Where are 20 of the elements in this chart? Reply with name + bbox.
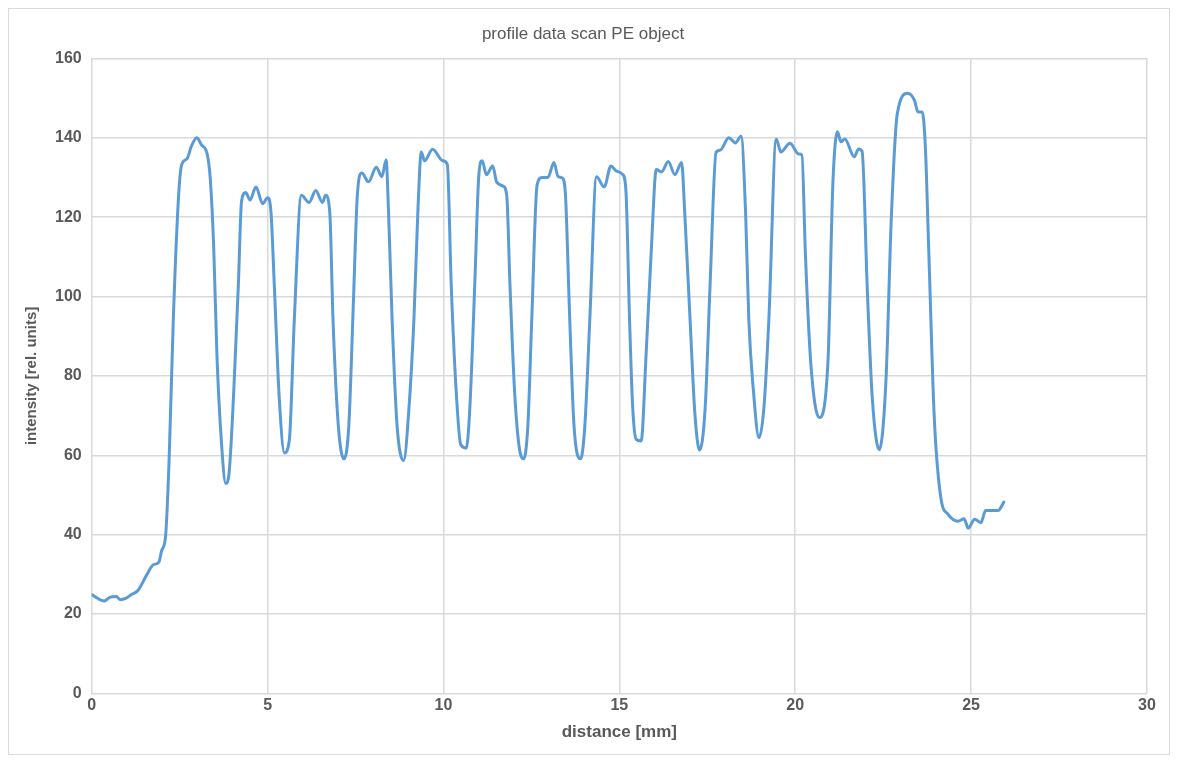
x-axis-title: distance [mm] [561,722,677,742]
y-tick-label: 140 [54,128,82,146]
y-tick-label: 20 [63,604,82,622]
x-tick-label: 5 [263,696,273,714]
x-tick-label: 25 [962,696,981,714]
y-tick-label: 40 [63,525,82,543]
y-tick-label: 0 [72,683,82,701]
line-series [91,91,1006,603]
y-tick-label: 120 [54,207,82,225]
y-tick-label: 80 [63,366,82,384]
x-tick-label: 10 [434,696,453,714]
x-tick-label: 0 [87,696,97,714]
y-tick-label: 160 [54,48,82,66]
x-tick-label: 30 [1138,696,1156,714]
y-tick-label: 60 [63,445,82,463]
y-axis-title: intensity [rel. units] [22,306,40,446]
x-tick-label: 20 [786,696,805,714]
y-tick-label: 100 [54,286,82,304]
x-tick-label: 15 [610,696,629,714]
chart-title: profile data scan PE object [481,23,685,43]
